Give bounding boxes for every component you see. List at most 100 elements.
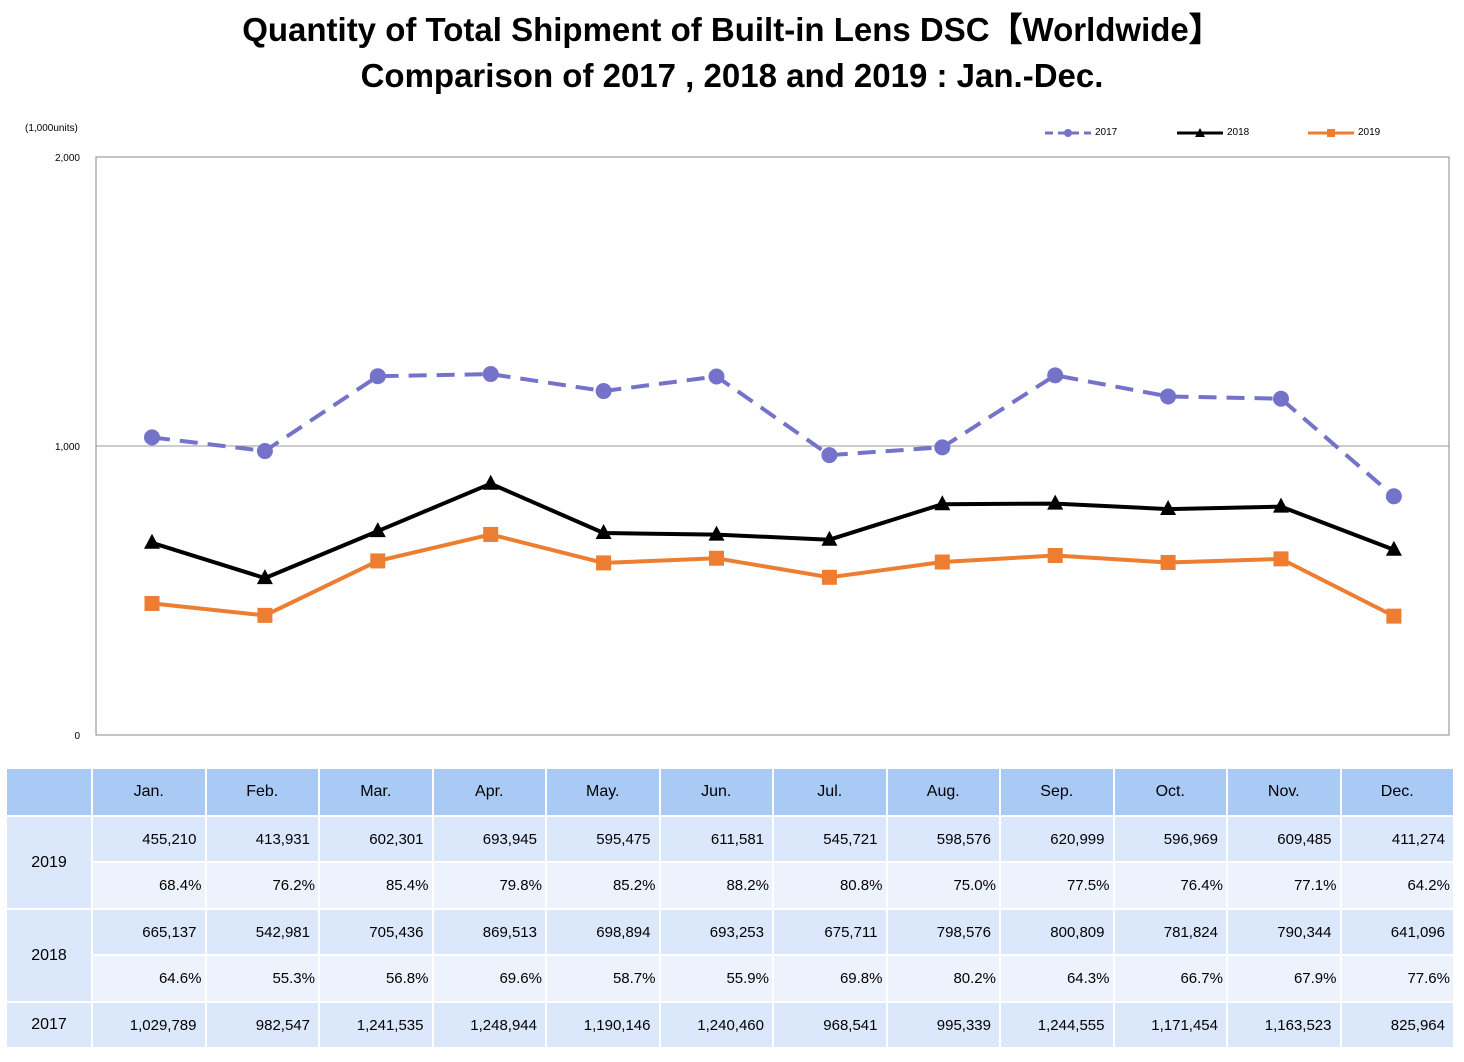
data-point-2019 — [1047, 548, 1063, 564]
table-cell: 1,171,454 — [1112, 1001, 1228, 1049]
data-point-2018 — [369, 522, 386, 538]
legend-label-2017: 2017 — [1095, 127, 1118, 138]
legend-marker-2018 — [1177, 128, 1223, 137]
data-point-2018 — [1385, 540, 1402, 556]
table-cell: 598,576 — [885, 815, 1001, 863]
series-2018 — [144, 474, 1402, 585]
table-cell: 800,809 — [999, 908, 1115, 956]
chart-title: Quantity of Total Shipment of Built-in L… — [242, 11, 1222, 48]
table-cell-percent: 56.8% — [318, 954, 434, 1003]
data-point-2017 — [595, 383, 612, 400]
table-cell-percent: 77.5% — [999, 861, 1115, 910]
series-lines — [144, 366, 1402, 624]
table-cell-percent: 68.4% — [91, 861, 207, 910]
table-cell-percent: 76.2% — [204, 861, 320, 910]
column-header: Jan. — [91, 767, 207, 817]
table-header-row: Jan. Feb. Mar. Apr. May. Jun. Jul. Aug. … — [5, 767, 1455, 817]
data-point-2018 — [934, 495, 951, 511]
table-cell: 1,240,460 — [658, 1001, 774, 1049]
table-cell-percent: 80.2% — [885, 954, 1001, 1003]
table-cell-percent: 67.9% — [1226, 954, 1342, 1003]
table-cell-percent: 77.6% — [1339, 954, 1455, 1003]
y-tick-label: 2,000 — [55, 153, 80, 164]
table-cell: 665,137 — [91, 908, 207, 956]
data-point-2018 — [1047, 494, 1064, 510]
column-header: Jun. — [658, 767, 774, 817]
table-cell: 1,163,523 — [1226, 1001, 1342, 1049]
data-point-2017 — [1385, 488, 1402, 505]
table-cell-percent: 69.8% — [772, 954, 888, 1003]
data-point-2018 — [482, 474, 499, 490]
table-cell: 596,969 — [1112, 815, 1228, 863]
table-row-2017-values: 2017 1,029,789 982,547 1,241,535 1,248,9… — [5, 1001, 1455, 1049]
table-cell-percent: 55.9% — [658, 954, 774, 1003]
table-cell: 595,475 — [545, 815, 661, 863]
series-line-2018 — [151, 481, 1395, 581]
column-header: Dec. — [1339, 767, 1455, 817]
data-point-2019 — [709, 550, 724, 566]
table-cell-percent: 80.8% — [772, 861, 888, 910]
table-cell-percent: 69.6% — [431, 954, 547, 1003]
table-cell-percent: 64.3% — [999, 954, 1115, 1003]
table-cell-percent: 88.2% — [658, 861, 774, 910]
table-cell-percent: 85.4% — [318, 861, 434, 910]
table-cell: 995,339 — [885, 1001, 1001, 1049]
table-cell: 675,711 — [772, 908, 888, 956]
data-point-2018 — [595, 524, 612, 540]
table-cell-percent: 75.0% — [885, 861, 1001, 910]
table-cell: 781,824 — [1112, 908, 1228, 956]
table-cell: 825,964 — [1339, 1001, 1455, 1049]
table-cell-percent: 76.4% — [1112, 861, 1228, 910]
data-point-2019 — [1160, 554, 1176, 570]
column-header: Feb. — [204, 767, 320, 817]
series-line-2017 — [151, 372, 1396, 498]
data-point-2018 — [1273, 497, 1289, 513]
table-cell-percent: 66.7% — [1112, 954, 1228, 1003]
table-cell: 1,244,555 — [999, 1001, 1115, 1049]
table-cell: 693,253 — [658, 908, 774, 956]
column-header: Nov. — [1226, 767, 1342, 817]
table-cell: 455,210 — [91, 815, 207, 863]
table-cell: 602,301 — [318, 815, 434, 863]
column-header: Aug. — [885, 767, 1001, 817]
line-chart: 0 1,000 2,000 — [55, 153, 1450, 742]
row-year-label: 2019 — [5, 815, 93, 910]
data-point-2017 — [821, 447, 838, 464]
table-cell-percent: 64.2% — [1339, 861, 1455, 910]
table-cell-percent: 64.6% — [91, 954, 207, 1003]
legend-marker-2019 — [1308, 129, 1354, 137]
table-cell: 790,344 — [1226, 908, 1342, 956]
column-header: May. — [545, 767, 661, 817]
series-line-2019 — [151, 532, 1395, 618]
data-point-2018 — [708, 525, 725, 541]
chart-subtitle: Comparison of 2017 , 2018 and 2019 : Jan… — [360, 57, 1104, 94]
data-point-2017 — [144, 429, 160, 446]
data-point-2018 — [256, 569, 273, 585]
table-cell: 798,576 — [885, 908, 1001, 956]
table-cell: 413,931 — [204, 815, 320, 863]
table-row-2018-percents: 64.6% 55.3% 56.8% 69.6% 58.7% 55.9% 69.8… — [6, 954, 1455, 1003]
table-cell: 693,945 — [431, 815, 547, 863]
table-cell: 620,999 — [999, 815, 1115, 863]
data-point-2017 — [934, 439, 951, 456]
table-row-2019-values: 2019 455,210 413,931 602,301 693,945 595… — [5, 815, 1455, 910]
data-point-2019 — [370, 553, 386, 569]
y-tick-label: 1,000 — [55, 442, 80, 453]
data-point-2017 — [256, 443, 273, 460]
data-point-2018 — [144, 533, 160, 549]
column-header: Oct. — [1112, 767, 1228, 817]
table-cell: 1,190,146 — [545, 1001, 661, 1049]
legend-label-2018: 2018 — [1227, 127, 1250, 138]
table-cell: 611,581 — [658, 815, 774, 863]
data-point-2019 — [821, 569, 837, 585]
table-cell: 869,513 — [431, 908, 547, 956]
table-cell: 982,547 — [204, 1001, 320, 1049]
data-point-2019 — [483, 526, 499, 542]
data-point-2017 — [1273, 390, 1289, 407]
data-point-2019 — [596, 555, 612, 571]
data-point-2019 — [1273, 551, 1289, 567]
table-cell-percent: 55.3% — [204, 954, 320, 1003]
table-cell: 705,436 — [318, 908, 434, 956]
y-axis-ticks: 0 1,000 2,000 — [55, 153, 80, 742]
table-cell: 1,029,789 — [91, 1001, 207, 1049]
